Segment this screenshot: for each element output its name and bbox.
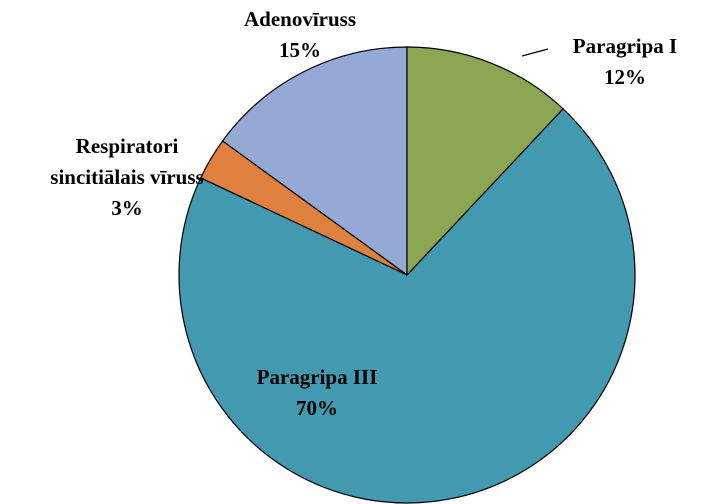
pie-slice <box>221 46 408 277</box>
slice-label: Respiratori sincitiālais vīruss 3% <box>27 131 227 224</box>
slice-label: Paragripa I 12% <box>573 31 677 93</box>
pie-slice <box>406 46 564 277</box>
slice-label: Adenovīruss 15% <box>244 4 356 66</box>
category-label: Paragripa I <box>572 34 678 58</box>
value-label: 12% <box>604 65 646 89</box>
leader-line <box>521 48 549 57</box>
slice-label: Paragripa III 70% <box>257 362 378 424</box>
value-label: 15% <box>279 38 321 62</box>
value-label: 3% <box>111 196 143 220</box>
category-label: Adenovīruss <box>243 7 357 31</box>
category-label: Respiratori sincitiālais vīruss <box>50 134 204 189</box>
value-label: 70% <box>296 396 338 420</box>
category-label: Paragripa III <box>256 365 378 389</box>
pie-slice <box>178 107 636 504</box>
